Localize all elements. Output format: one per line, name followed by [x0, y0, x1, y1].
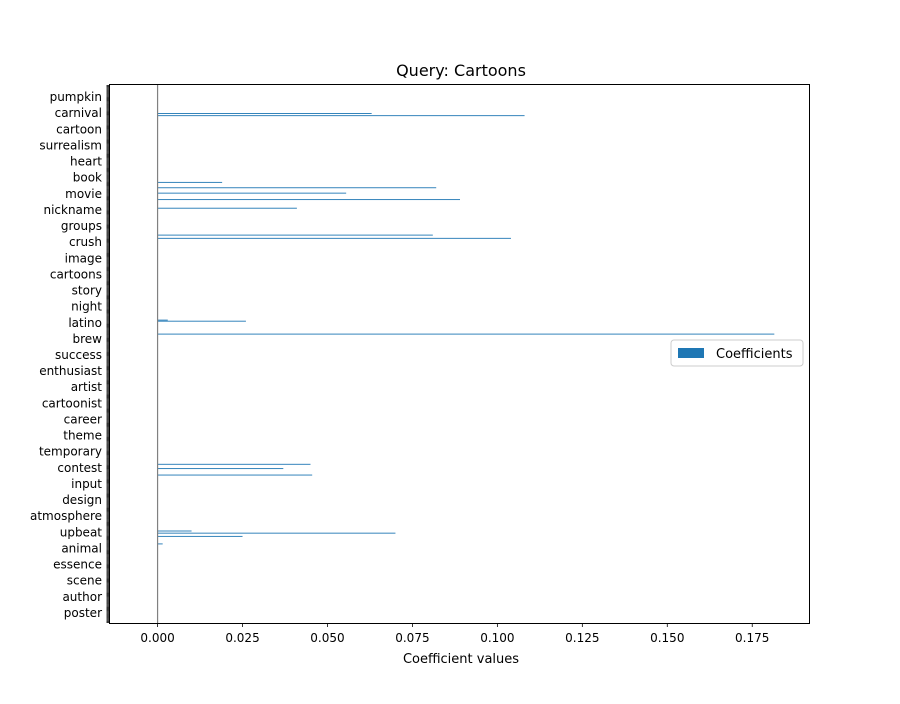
- x-tick-label: 0.050: [310, 631, 344, 645]
- bar: [157, 463, 311, 465]
- y-tick-label: essence: [53, 558, 102, 572]
- y-tick-labels: pumpkin carnival cartoon surrealism heart boo…: [30, 90, 102, 620]
- y-tick-label: nickname: [43, 203, 102, 217]
- legend-swatch: [678, 348, 704, 358]
- x-tick-label: 0.125: [565, 631, 599, 645]
- y-tick-label: success: [55, 348, 102, 362]
- legend-box: [670, 339, 804, 367]
- y-tick-label: movie: [65, 187, 102, 201]
- y-tick-label: brew: [73, 332, 103, 346]
- bar: [157, 199, 460, 201]
- y-tick-label: author: [62, 590, 102, 604]
- bar: [157, 192, 347, 194]
- bar: [157, 115, 525, 117]
- bar: [157, 530, 192, 532]
- y-tick-label: surrealism: [39, 138, 102, 152]
- x-tick-label: 0.000: [140, 631, 174, 645]
- y-tick-label: scene: [67, 574, 102, 588]
- y-tick-label: design: [62, 493, 102, 507]
- x-axis-label: Coefficient values: [403, 652, 519, 667]
- chart-title: Query: Cartoons: [396, 61, 526, 80]
- y-tick-label: book: [73, 171, 102, 185]
- y-tick-label: cartoonist: [42, 396, 102, 410]
- bar: [157, 320, 246, 322]
- y-tick-label: career: [64, 412, 102, 426]
- x-ticks: 0.000 0.025 0.050 0.075 0.100 0.125 0.150 0.175: [140, 623, 769, 645]
- y-tick-label: story: [72, 284, 102, 298]
- x-tick-label: 0.100: [480, 631, 514, 645]
- bar: [157, 187, 437, 189]
- legend: Coefficients: [670, 339, 804, 367]
- bar: [157, 535, 243, 537]
- y-tick-label: image: [65, 251, 102, 265]
- bar: [157, 234, 433, 236]
- y-tick-label: groups: [61, 219, 102, 233]
- y-tick-label: pumpkin: [50, 90, 102, 104]
- bars-group: [157, 113, 775, 545]
- y-tick-label: enthusiast: [39, 364, 102, 378]
- y-tick-label: poster: [64, 606, 102, 620]
- x-tick-label: 0.025: [225, 631, 259, 645]
- bar: [157, 474, 313, 476]
- x-tick-label: 0.150: [650, 631, 684, 645]
- y-tick-label: input: [71, 477, 102, 491]
- x-tick-label: 0.175: [735, 631, 769, 645]
- y-tick-label: temporary: [39, 445, 102, 459]
- bar: [157, 532, 396, 534]
- bar: [157, 333, 775, 335]
- y-tick-label: upbeat: [60, 525, 103, 539]
- y-tick-label: artist: [71, 380, 103, 394]
- y-tick-label: theme: [63, 429, 102, 443]
- bar: [157, 468, 284, 470]
- bar: [157, 181, 223, 183]
- y-tick-label: cartoons: [50, 267, 102, 281]
- y-tick-label: carnival: [55, 106, 102, 120]
- bar: [157, 207, 297, 209]
- bar: [157, 113, 372, 114]
- y-tick-label: animal: [61, 541, 102, 555]
- plot-frame: [109, 84, 810, 624]
- y-tick-label: crush: [69, 235, 102, 249]
- y-tick-label: heart: [70, 155, 102, 169]
- legend-label: Coefficients: [716, 347, 793, 362]
- y-tick-label: contest: [57, 461, 102, 475]
- bar: [157, 319, 168, 321]
- y-tick-label: night: [71, 300, 102, 314]
- x-tick-label: 0.075: [395, 631, 429, 645]
- y-tick-label: cartoon: [56, 122, 102, 136]
- y-tick-label: atmosphere: [30, 509, 102, 523]
- y-tick-label: latino: [68, 316, 102, 330]
- y-tick-marks: [106, 85, 110, 623]
- bar: [157, 543, 163, 545]
- bar: [157, 237, 511, 239]
